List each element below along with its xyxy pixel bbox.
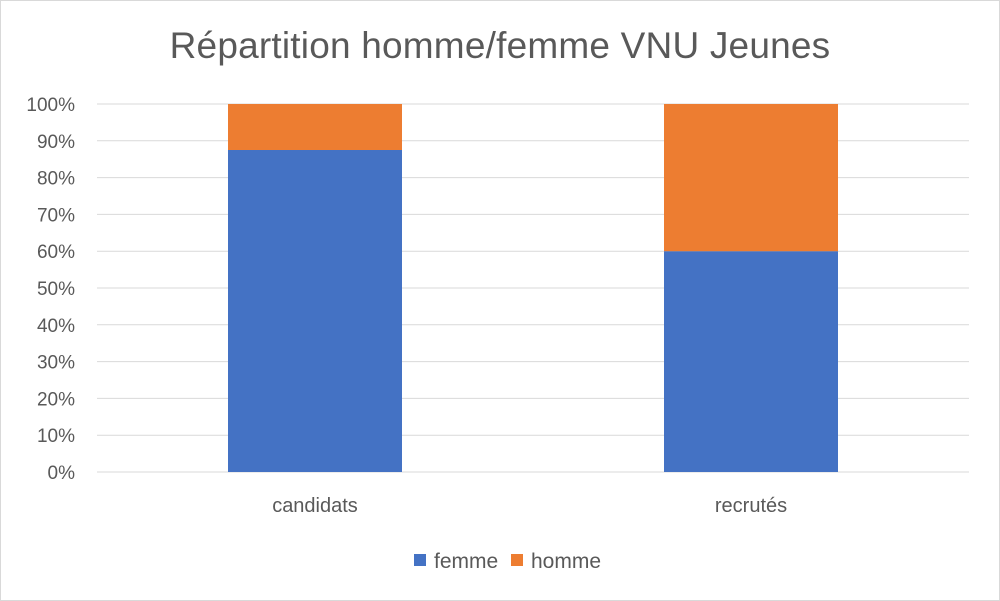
y-tick-label: 70%	[37, 205, 75, 226]
y-tick-label: 30%	[37, 353, 75, 374]
y-tick-label: 80%	[37, 169, 75, 190]
y-tick-label: 40%	[37, 316, 75, 337]
legend-swatch-homme	[511, 554, 523, 566]
x-category-label: candidats	[272, 495, 358, 517]
legend-label-femme: femme	[434, 550, 498, 573]
bar-homme	[228, 104, 402, 150]
chart-title: Répartition homme/femme VNU Jeunes	[169, 25, 831, 66]
y-tick-label: 0%	[48, 463, 76, 484]
legend-swatch-femme	[414, 554, 426, 566]
y-tick-label: 10%	[37, 426, 75, 447]
y-tick-label: 50%	[37, 279, 75, 300]
bar-femme	[664, 251, 838, 472]
x-category-label: recrutés	[715, 495, 787, 517]
bar-homme	[664, 104, 838, 252]
y-tick-label: 20%	[37, 389, 75, 410]
y-tick-label: 60%	[37, 242, 75, 263]
y-tick-label: 90%	[37, 132, 75, 153]
legend-label-homme: homme	[531, 550, 601, 573]
bar-femme	[228, 150, 402, 472]
y-tick-label: 100%	[26, 95, 75, 116]
